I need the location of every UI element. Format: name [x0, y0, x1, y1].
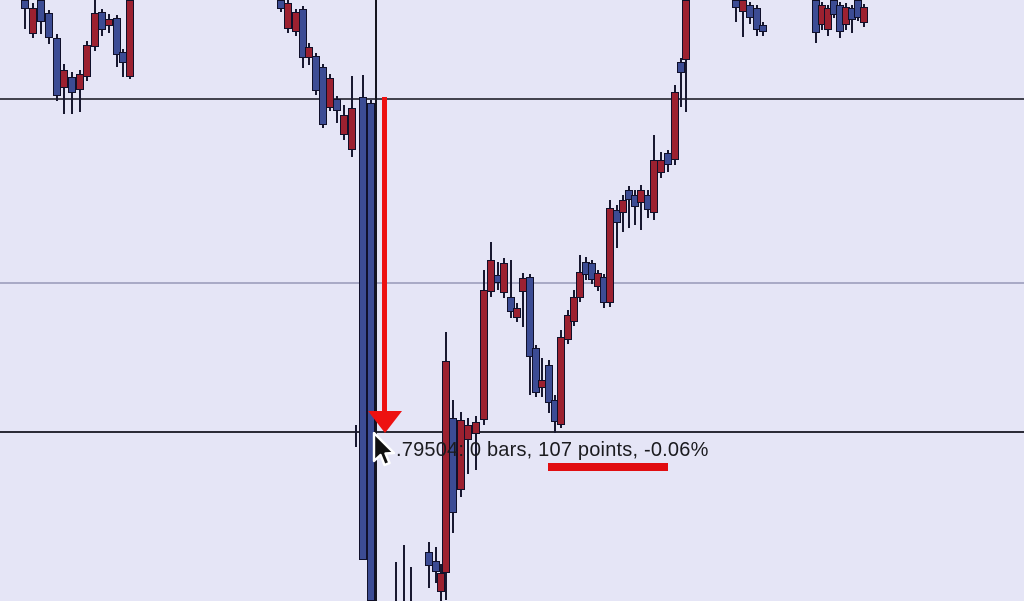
candle [437, 573, 445, 592]
candle [21, 0, 29, 9]
candle-wick [640, 185, 642, 230]
candle [588, 263, 596, 280]
candle [53, 38, 61, 96]
candle-wick [541, 358, 543, 397]
candle [60, 70, 68, 88]
candle-wick [475, 416, 477, 470]
candle-wick [403, 545, 405, 601]
candle-wick [79, 70, 81, 112]
candle [367, 103, 375, 601]
candle-wick [63, 64, 65, 114]
candle [472, 422, 480, 434]
candle [91, 13, 99, 47]
candle-wick [24, 0, 26, 29]
candle [650, 160, 658, 213]
candle-wick [634, 190, 636, 225]
candle [45, 13, 53, 38]
candle [37, 0, 45, 22]
candle-wick [510, 260, 512, 318]
candle [657, 160, 665, 173]
down-arrow-shaft[interactable] [382, 97, 387, 415]
candle [425, 552, 433, 566]
candle [284, 3, 292, 29]
candle [513, 308, 521, 318]
candle [83, 45, 91, 77]
candle [682, 0, 690, 60]
candle-wick [680, 58, 682, 107]
candle [507, 297, 515, 312]
candle [576, 272, 584, 298]
candle [606, 208, 614, 303]
candle [105, 19, 113, 26]
candle [333, 99, 341, 111]
candle [759, 25, 767, 32]
candle [564, 315, 572, 340]
candle [860, 7, 868, 23]
candle-wick [355, 425, 357, 447]
candle [526, 277, 534, 357]
candle [449, 418, 457, 513]
candle [480, 290, 488, 420]
candle [464, 425, 472, 440]
candle-wick [395, 562, 397, 601]
candle-wick [742, 0, 744, 37]
candle [76, 74, 84, 90]
crosshair-vertical-line [375, 0, 377, 601]
candle-wick [735, 0, 737, 22]
gridline-top [0, 98, 1024, 100]
candle-wick [410, 567, 412, 601]
candle [113, 18, 121, 55]
gridline-bottom [0, 431, 1024, 433]
crosshair-measurement-label: .79504: 0 bars, 107 points, -0.06% [396, 439, 709, 461]
candle [824, 8, 832, 30]
candle [126, 0, 134, 77]
candle-wick [616, 205, 618, 248]
candle-wick [71, 72, 73, 114]
candle [677, 62, 685, 73]
gridline-middle [0, 282, 1024, 284]
candle [671, 92, 679, 160]
mouse-cursor-icon [372, 432, 396, 467]
candle [359, 97, 367, 560]
candle-wick [628, 186, 630, 228]
candle [432, 561, 440, 572]
candle [557, 337, 565, 425]
candle-wick [122, 49, 124, 77]
candle [613, 210, 621, 223]
down-arrow-head-icon[interactable] [367, 411, 402, 433]
candle [532, 348, 540, 393]
candle [545, 365, 553, 403]
red-underline-annotation[interactable] [548, 463, 668, 471]
candle [68, 77, 76, 93]
candle [619, 200, 627, 213]
candle [305, 47, 313, 58]
candle [299, 9, 307, 58]
candle-wick [622, 195, 624, 232]
candle-wick [467, 418, 469, 474]
candle [753, 8, 761, 30]
candle [570, 297, 578, 322]
candle [326, 78, 334, 108]
candle-wick [522, 273, 524, 327]
candle [29, 8, 37, 34]
candle [457, 420, 465, 490]
candle [340, 115, 348, 135]
candle [348, 108, 356, 150]
candle [500, 263, 508, 293]
